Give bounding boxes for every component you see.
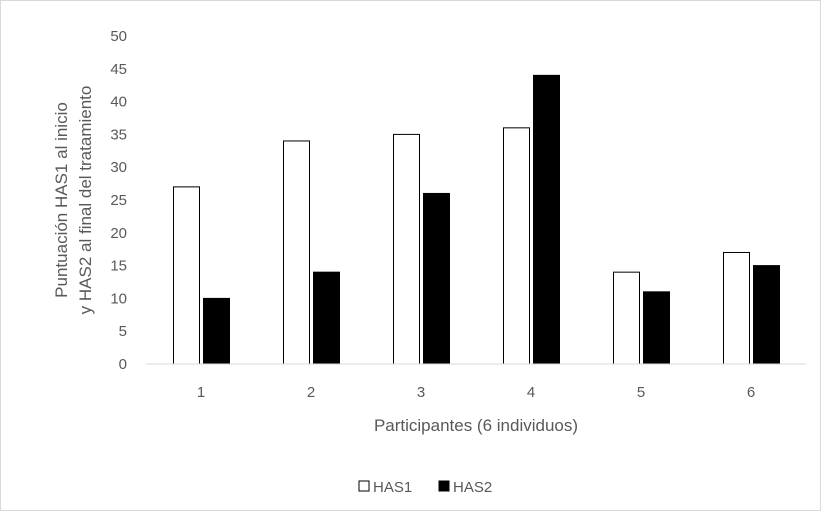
- y-tick-label: 30: [110, 159, 127, 176]
- bar-has2-participant-2: [313, 271, 340, 365]
- x-tick-label: 5: [637, 384, 645, 401]
- legend-swatch-has2: [438, 480, 450, 492]
- y-tick-label: 25: [110, 192, 127, 209]
- legend: HAS1 HAS2: [358, 479, 492, 496]
- bar-has2-participant-6: [753, 265, 780, 365]
- y-tick-label: 45: [110, 61, 127, 78]
- x-axis-ticks: 1 2 3 4 5 6: [197, 384, 755, 401]
- bar-has1-participant-4: [503, 127, 530, 365]
- y-tick-label: 35: [110, 126, 127, 143]
- y-axis-title-line-2: y HAS2 al final del tratamiento: [76, 86, 95, 315]
- y-axis-title-line-1: Puntuación HAS1 al inicio: [52, 102, 71, 298]
- bar-has2-participant-1: [203, 297, 230, 365]
- bar-has1-participant-5: [613, 271, 640, 365]
- y-tick-label: 5: [119, 323, 127, 340]
- y-tick-label: 40: [110, 94, 127, 111]
- y-tick-label: 0: [119, 356, 127, 373]
- bars: [173, 74, 780, 365]
- x-tick-label: 6: [747, 384, 755, 401]
- bar-has1-participant-3: [393, 133, 420, 365]
- x-axis-title: Participantes (6 individuos): [374, 416, 578, 435]
- y-tick-label: 15: [110, 258, 127, 275]
- x-tick-label: 3: [417, 384, 425, 401]
- x-tick-label: 1: [197, 384, 205, 401]
- y-tick-label: 10: [110, 290, 127, 307]
- bar-has2-participant-5: [643, 291, 670, 365]
- y-tick-label: 20: [110, 225, 127, 242]
- bar-has2-participant-4: [533, 74, 560, 365]
- bar-has2-participant-3: [423, 192, 450, 365]
- bar-has1-participant-2: [283, 140, 310, 365]
- y-tick-label: 50: [110, 28, 127, 45]
- bar-has1-participant-6: [723, 251, 750, 365]
- legend-label-has2: HAS2: [453, 479, 492, 496]
- bar-has1-participant-1: [173, 186, 200, 365]
- x-tick-label: 4: [527, 384, 535, 401]
- legend-label-has1: HAS1: [373, 479, 412, 496]
- legend-swatch-has1: [358, 480, 370, 492]
- y-axis-ticks: 0 5 10 15 20 25 30 35 40 45 50: [110, 28, 127, 373]
- x-tick-label: 2: [307, 384, 315, 401]
